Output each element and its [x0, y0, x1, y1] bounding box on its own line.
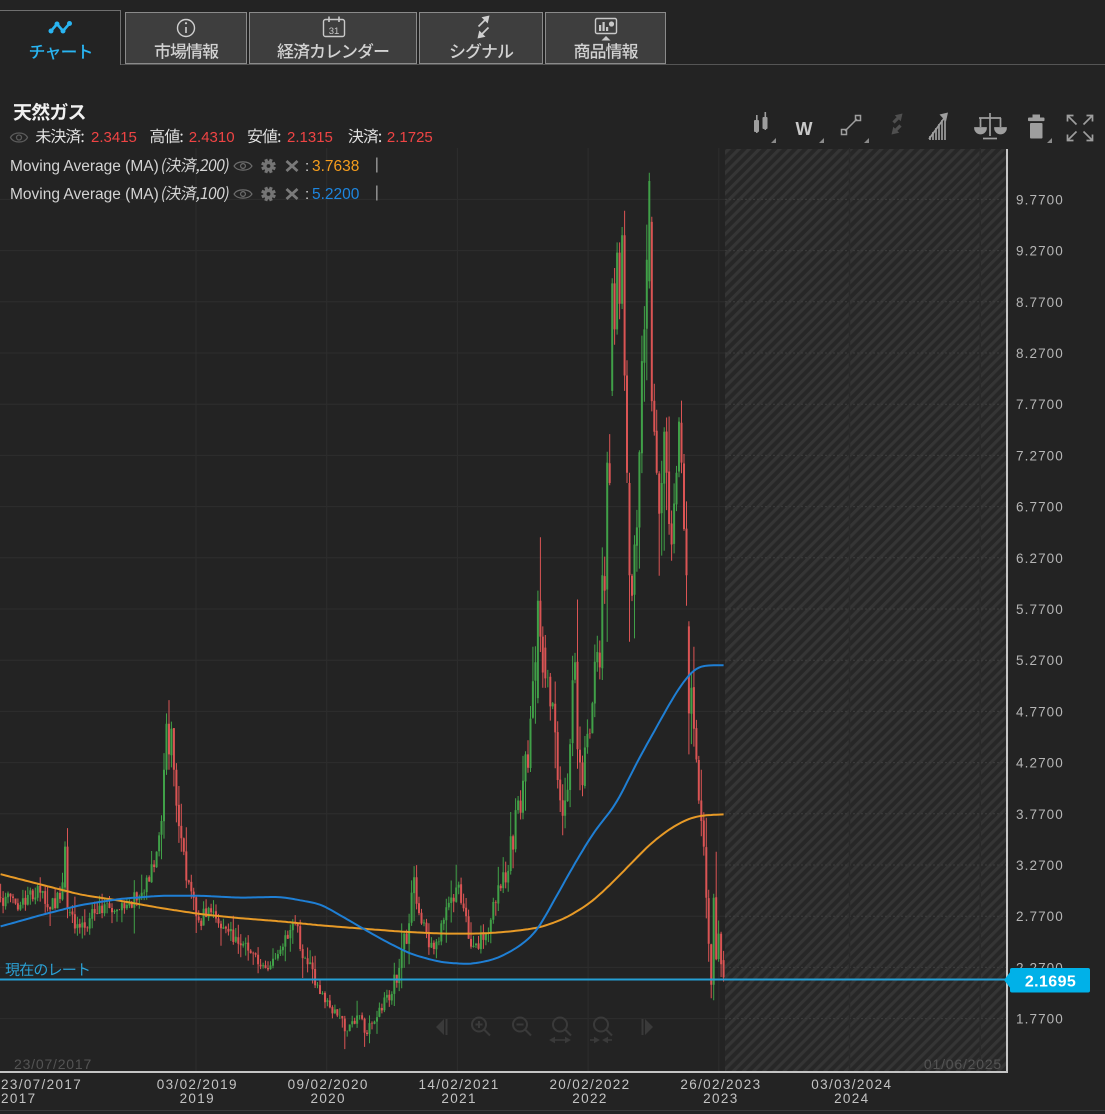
svg-text:2.1695: 2.1695 [1025, 974, 1076, 991]
svg-text:5.2200: 5.2200 [312, 186, 360, 203]
svg-text:4.7700: 4.7700 [1016, 704, 1064, 719]
svg-text::: : [305, 158, 309, 175]
svg-text:W: W [796, 119, 813, 139]
svg-text:8.7700: 8.7700 [1016, 295, 1064, 310]
svg-text:5.2700: 5.2700 [1016, 653, 1064, 668]
svg-text:2.7700: 2.7700 [1016, 909, 1064, 924]
svg-text:2.1725: 2.1725 [387, 129, 433, 146]
svg-text:9.7700: 9.7700 [1016, 192, 1064, 207]
svg-text:Moving Average (MA): Moving Average (MA) [10, 186, 159, 203]
svg-text:1.7700: 1.7700 [1016, 1012, 1064, 1027]
svg-text:09/02/2020: 09/02/2020 [288, 1077, 369, 1092]
svg-text:2024: 2024 [834, 1091, 869, 1106]
svg-text:6.2700: 6.2700 [1016, 551, 1064, 566]
svg-text:2019: 2019 [180, 1091, 215, 1106]
svg-text:2.4310: 2.4310 [189, 129, 235, 146]
svg-text:03/02/2019: 03/02/2019 [157, 1077, 238, 1092]
svg-text:23/07/2017: 23/07/2017 [14, 1056, 92, 1072]
svg-text:26/02/2023: 26/02/2023 [680, 1077, 761, 1092]
svg-text:2020: 2020 [310, 1091, 345, 1106]
svg-text:2021: 2021 [441, 1091, 476, 1106]
svg-text:6.7700: 6.7700 [1016, 500, 1064, 515]
svg-text:9.2700: 9.2700 [1016, 244, 1064, 259]
svg-text:14/02/2021: 14/02/2021 [419, 1077, 500, 1092]
svg-text:2017: 2017 [1, 1091, 36, 1106]
svg-text:7.7700: 7.7700 [1016, 397, 1064, 412]
svg-text:3.7700: 3.7700 [1016, 807, 1064, 822]
svg-text:4.2700: 4.2700 [1016, 756, 1064, 771]
svg-text:Moving Average (MA): Moving Average (MA) [10, 158, 159, 175]
svg-text:31: 31 [329, 26, 340, 37]
svg-text::: : [305, 186, 309, 203]
svg-text:3.2700: 3.2700 [1016, 858, 1064, 873]
svg-text:20/02/2022: 20/02/2022 [549, 1077, 630, 1092]
svg-text:03/03/2024: 03/03/2024 [811, 1077, 892, 1092]
svg-text:23/07/2017: 23/07/2017 [1, 1077, 82, 1092]
svg-text:2022: 2022 [572, 1091, 607, 1106]
svg-text:3.7638: 3.7638 [312, 158, 359, 175]
svg-text:2.3415: 2.3415 [91, 129, 137, 146]
svg-text:01/06/2025: 01/06/2025 [924, 1056, 1002, 1072]
svg-text:2023: 2023 [703, 1091, 738, 1106]
svg-text:5.7700: 5.7700 [1016, 602, 1064, 617]
svg-text:7.2700: 7.2700 [1016, 448, 1064, 463]
svg-text:8.2700: 8.2700 [1016, 346, 1064, 361]
svg-text:2.1315: 2.1315 [287, 129, 333, 146]
